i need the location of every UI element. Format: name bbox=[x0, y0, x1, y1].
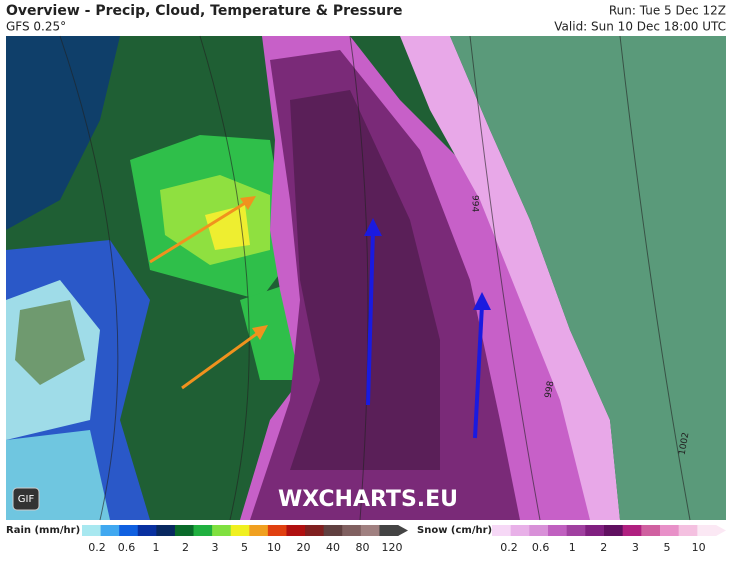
rain-colorbar bbox=[379, 525, 399, 536]
map bbox=[6, 35, 726, 521]
rain-colorbar bbox=[193, 525, 213, 536]
rain-colorbar bbox=[360, 525, 380, 536]
rain-colorbar bbox=[119, 525, 139, 536]
legend-tick-label: 120 bbox=[382, 541, 403, 554]
rain-colorbar bbox=[82, 525, 102, 536]
snow-colorbar bbox=[641, 525, 661, 536]
snow-colorbar bbox=[622, 525, 642, 536]
legend-tick-label: 2 bbox=[600, 541, 607, 554]
gif-badge[interactable]: GIF bbox=[18, 494, 35, 505]
rain-colorbar bbox=[249, 525, 269, 536]
isobar-label: 994 bbox=[470, 195, 480, 212]
rain-colorbar bbox=[137, 525, 157, 536]
legend-tick-label: 0.6 bbox=[118, 541, 136, 554]
rain-colorbar bbox=[342, 525, 362, 536]
rain-colorbar bbox=[174, 525, 195, 536]
title: Overview - Precip, Cloud, Temperature & … bbox=[6, 3, 403, 19]
isobar-label: 998 bbox=[544, 380, 557, 399]
rain-colorbar bbox=[305, 525, 325, 536]
rain-colorbar bbox=[323, 525, 343, 536]
legend-tick-label: 10 bbox=[692, 541, 706, 554]
legend-tick-label: 0.2 bbox=[500, 541, 518, 554]
run: Run: Tue 5 Dec 12Z bbox=[609, 4, 726, 18]
rain-colorbar bbox=[267, 525, 287, 536]
legend-tick-label: 3 bbox=[632, 541, 639, 554]
snow-colorbar bbox=[566, 525, 586, 536]
rain-colorbar bbox=[286, 525, 306, 536]
legend-tick-label: 80 bbox=[356, 541, 370, 554]
legend-tick-label: 20 bbox=[297, 541, 311, 554]
legend-tick-label: 1 bbox=[569, 541, 576, 554]
watermark: WXCHARTS.EU bbox=[278, 487, 458, 512]
snow-colorbar bbox=[510, 525, 530, 536]
snow-colorbar bbox=[529, 525, 549, 536]
legend-tick-label: 10 bbox=[267, 541, 281, 554]
legend-tick-label: 5 bbox=[241, 541, 248, 554]
legend-tick-label: 40 bbox=[326, 541, 340, 554]
legend-tick-label: 1 bbox=[153, 541, 160, 554]
legend-tick-label: 3 bbox=[212, 541, 219, 554]
legend-tick-label: 5 bbox=[664, 541, 671, 554]
isobar-label: 1002 bbox=[678, 432, 692, 456]
snow-colorbar bbox=[678, 525, 698, 536]
legend-tick-label: 2 bbox=[182, 541, 189, 554]
snow-colorbar bbox=[548, 525, 568, 536]
snow-legend-title: Snow (cm/hr) bbox=[417, 525, 492, 536]
rain-colorbar bbox=[156, 525, 176, 536]
legend-tick-label: 0.2 bbox=[88, 541, 106, 554]
model: GFS 0.25° bbox=[6, 20, 66, 34]
rain-colorbar bbox=[230, 525, 250, 536]
snow-colorbar bbox=[585, 525, 605, 536]
legend-tick-label: 0.6 bbox=[532, 541, 550, 554]
rain-legend-title: Rain (mm/hr) bbox=[6, 525, 80, 536]
rain-colorbar-tip bbox=[398, 525, 408, 536]
snow-colorbar-tip bbox=[716, 525, 726, 536]
snow-colorbar bbox=[660, 525, 680, 536]
snow-colorbar bbox=[604, 525, 624, 536]
valid: Valid: Sun 10 Dec 18:00 UTC bbox=[554, 20, 726, 34]
snow-colorbar bbox=[697, 525, 717, 536]
snow-colorbar bbox=[492, 525, 512, 536]
rain-colorbar bbox=[212, 525, 232, 536]
rain-colorbar bbox=[100, 525, 120, 536]
